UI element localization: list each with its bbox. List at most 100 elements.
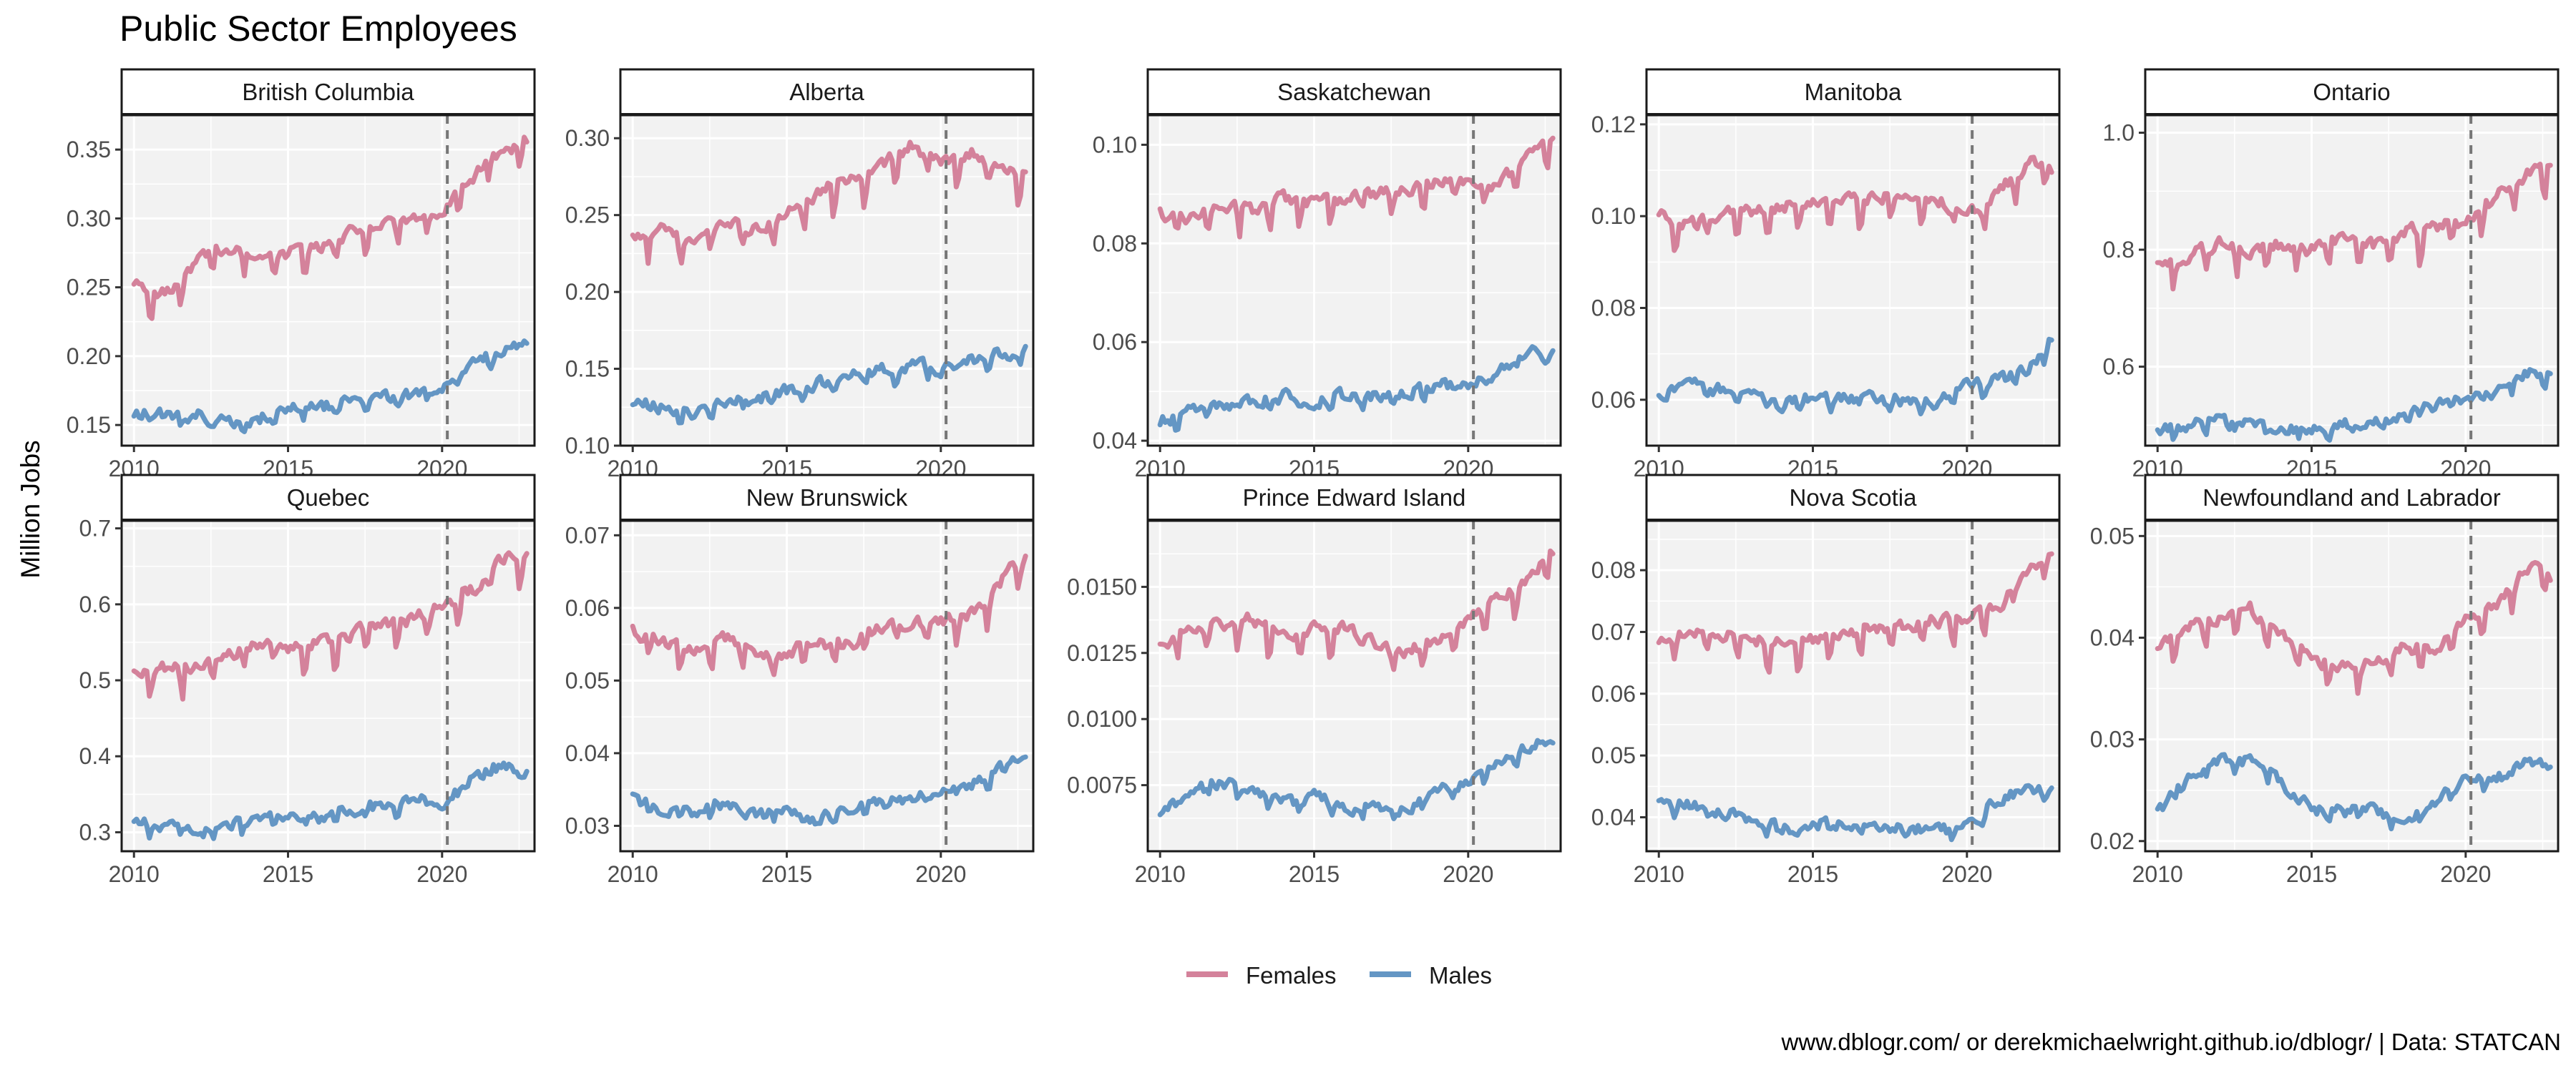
y-tick-label: 0.06 <box>1591 387 1636 413</box>
minor-gridlines <box>122 115 535 446</box>
panel-nova-scotia: Nova Scotia 0.04 0.05 0.06 0.07 0.08 2010 2015 2… <box>1591 474 2061 887</box>
series-line-males <box>2155 367 2553 443</box>
y-tick-label: 0.35 <box>67 137 111 162</box>
panel-newfoundland-and-labrador: Newfoundland and Labrador 0.02 0.03 0.04 0.0… <box>2090 474 2560 887</box>
y-tick-label: 0.20 <box>67 343 111 369</box>
strip-label: British Columbia <box>242 79 414 105</box>
series-line-females <box>1656 155 2054 253</box>
panel-border <box>120 114 536 447</box>
y-tick-label: 0.03 <box>2090 727 2135 753</box>
series-line-females <box>1157 135 1556 240</box>
caption: www.dblogr.com/ or derekmichaelwright.gi… <box>1781 1029 2561 1055</box>
strip-label: Prince Edward Island <box>1243 484 1466 511</box>
x-tick-label: 2010 <box>109 861 160 887</box>
panel-border <box>2144 114 2560 447</box>
strip-background <box>120 68 536 117</box>
major-gridlines <box>2145 521 2558 851</box>
series-line-males <box>1656 336 2054 416</box>
x-tick-label: 2010 <box>608 861 658 887</box>
panel-background <box>2145 115 2558 446</box>
x-tick-label: 2020 <box>416 861 467 887</box>
y-tick-label: 0.08 <box>1591 557 1636 583</box>
series-line-males <box>1157 738 1556 821</box>
y-tick-label: 0.06 <box>1093 329 1137 355</box>
x-tick-label: 2015 <box>1289 861 1340 887</box>
y-tick-label: 0.03 <box>565 813 610 838</box>
major-gridlines <box>1646 115 2059 446</box>
panel-prince-edward-island: Prince Edward Island 0.0075 0.0100 0.0125 0.… <box>1067 474 1562 887</box>
y-tick-label: 0.06 <box>1591 681 1636 707</box>
strip-label: Newfoundland and Labrador <box>2202 484 2500 511</box>
y-tick-label: 0.08 <box>1591 295 1636 321</box>
y-tick-label: 0.07 <box>1591 619 1636 645</box>
x-tick-label: 2020 <box>915 861 966 887</box>
y-tick-label: 1.0 <box>2103 120 2135 146</box>
minor-gridlines <box>2145 115 2558 446</box>
panel-background <box>1148 115 1561 446</box>
y-tick-label: 0.6 <box>79 592 111 617</box>
major-gridlines <box>1148 115 1561 446</box>
strip-background <box>120 474 536 522</box>
panel-border <box>1146 114 1562 447</box>
y-tick-label: 0.05 <box>2090 523 2135 549</box>
series-line-females <box>630 553 1028 677</box>
strip-label: Nova Scotia <box>1790 484 1918 511</box>
x-tick-label: 2015 <box>2286 861 2337 887</box>
panel-border <box>619 114 1035 447</box>
y-tick-label: 0.07 <box>565 522 610 548</box>
y-tick-label: 0.04 <box>1591 805 1636 831</box>
strip-label: Alberta <box>789 79 864 105</box>
panel-new-brunswick: New Brunswick 0.03 0.04 0.05 0.06 0.07 2010 201… <box>565 474 1035 887</box>
y-tick-label: 0.30 <box>565 125 610 151</box>
x-tick-label: 2010 <box>2132 861 2183 887</box>
minor-gridlines <box>122 521 535 851</box>
major-gridlines <box>1148 521 1561 851</box>
y-tick-label: 0.0150 <box>1067 574 1137 599</box>
strip-background <box>1645 474 2061 522</box>
y-tick-label: 0.30 <box>67 205 111 231</box>
x-tick-label: 2015 <box>263 861 313 887</box>
y-tick-label: 0.04 <box>565 740 610 766</box>
y-tick-label: 0.7 <box>79 516 111 542</box>
series-line-males <box>1656 783 2054 843</box>
panel-background <box>620 521 1033 851</box>
strip-label: Ontario <box>2313 79 2390 105</box>
strip-background <box>2144 474 2560 522</box>
series-line-females <box>1157 548 1556 672</box>
y-tick-label: 0.25 <box>565 202 610 228</box>
y-tick-label: 0.4 <box>79 743 111 769</box>
legend-label-females: Females <box>1246 962 1337 989</box>
y-tick-label: 0.10 <box>565 433 610 459</box>
y-tick-label: 0.10 <box>1591 203 1636 229</box>
y-tick-label: 0.25 <box>67 275 111 300</box>
strip-label: Saskatchewan <box>1277 79 1431 105</box>
panel-border <box>1645 519 2061 853</box>
y-tick-label: 0.3 <box>79 819 111 845</box>
legend-label-males: Males <box>1429 962 1492 989</box>
y-tick-label: 0.05 <box>565 667 610 693</box>
y-tick-label: 0.12 <box>1591 112 1636 137</box>
strip-background <box>1146 474 1562 522</box>
y-tick-label: 0.15 <box>67 412 111 438</box>
panel-quebec: Quebec 0.3 0.4 0.5 0.6 0.7 2010 2015 2020 <box>79 474 536 887</box>
panel-background <box>1646 521 2059 851</box>
y-tick-label: 0.06 <box>565 595 610 621</box>
panel-border <box>120 519 536 853</box>
series-line-females <box>2155 559 2553 696</box>
y-tick-label: 0.08 <box>1093 230 1137 256</box>
x-tick-label: 2010 <box>1135 861 1186 887</box>
x-tick-label: 2020 <box>2440 861 2491 887</box>
series-line-females <box>131 550 530 702</box>
series-line-females <box>630 139 1028 266</box>
series-line-males <box>131 760 530 841</box>
series-line-females <box>2155 162 2553 292</box>
strip-label: Quebec <box>287 484 370 511</box>
x-tick-label: 2010 <box>1634 861 1684 887</box>
series-line-males <box>630 343 1028 426</box>
strip-background <box>1645 68 2061 117</box>
x-tick-label: 2015 <box>1787 861 1838 887</box>
y-tick-label: 0.20 <box>565 279 610 305</box>
